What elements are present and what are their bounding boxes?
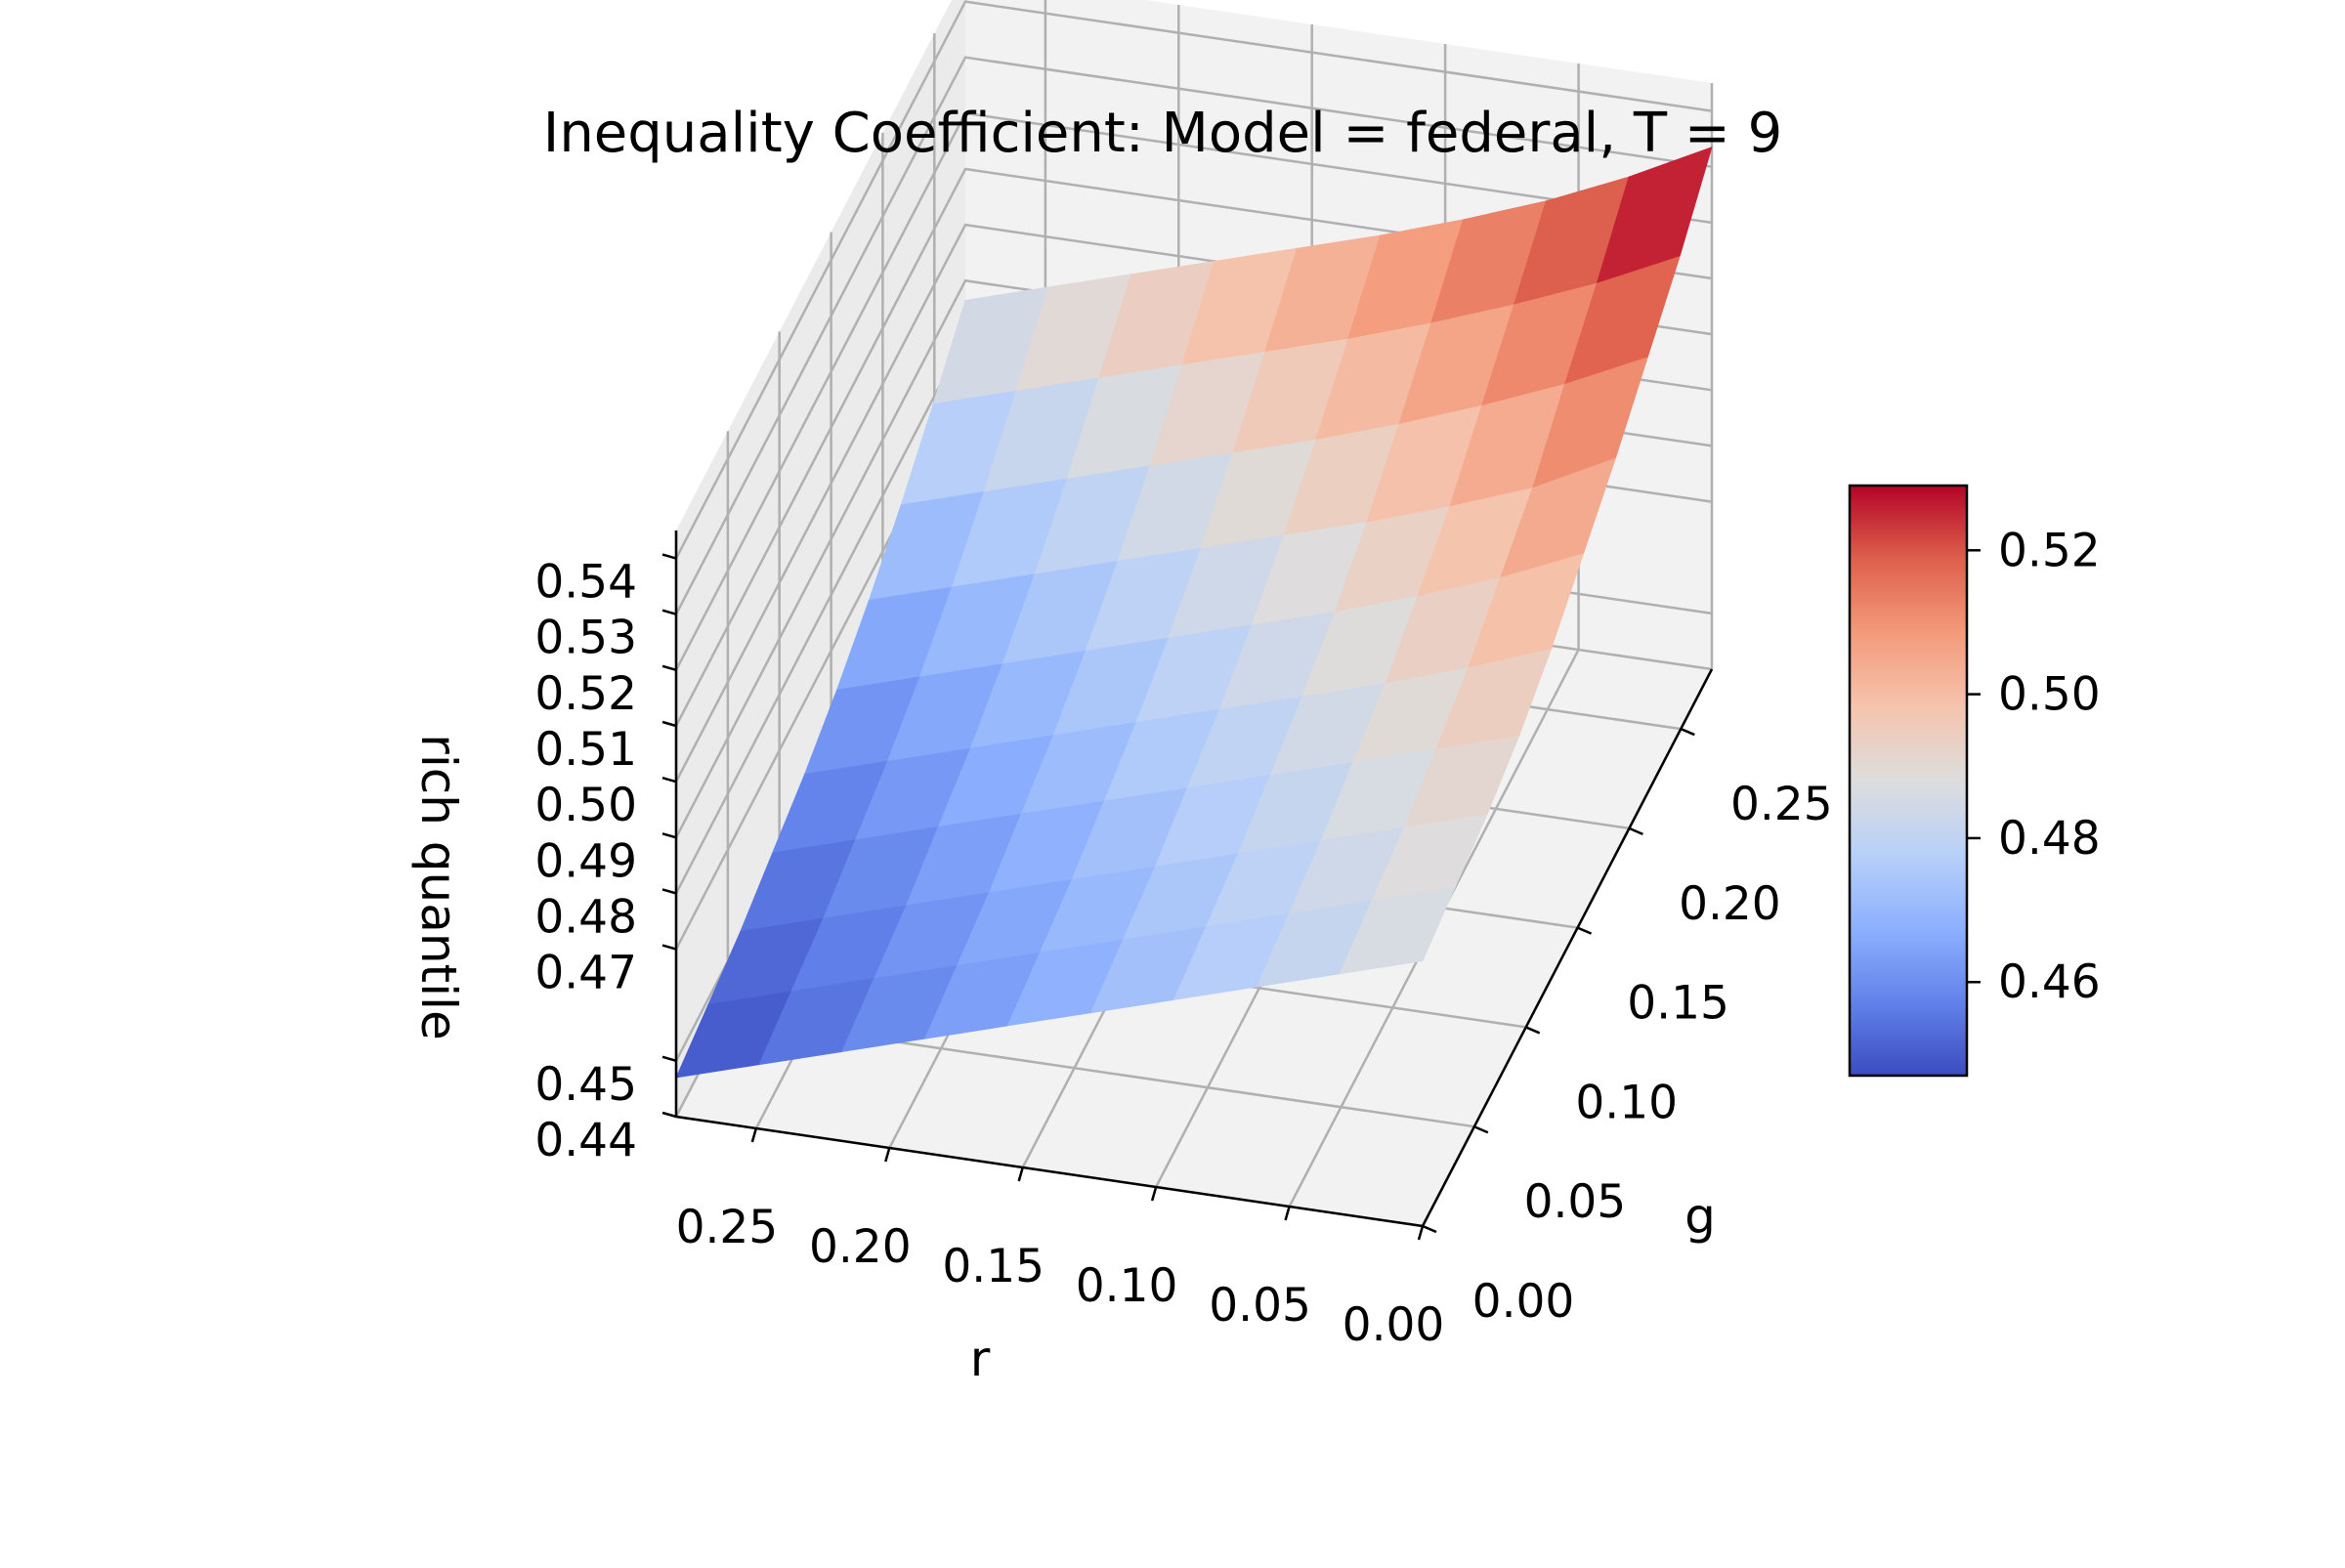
colorbar-tick-label: 0.48: [1998, 812, 2101, 866]
r-tick: [1417, 1225, 1425, 1241]
r-tick: [1150, 1186, 1158, 1202]
z-tick: [661, 609, 677, 615]
r-axis-line: [675, 1115, 1424, 1228]
g-tick-label: 0.25: [1730, 778, 1833, 831]
y-axis-label: g: [1684, 1188, 1716, 1245]
r-tick: [1017, 1166, 1024, 1182]
g-tick: [1680, 727, 1695, 737]
colorbar: 0.46 0.48 0.50 0.52: [1848, 484, 2101, 1078]
colorbar-tick-label: 0.50: [1998, 668, 2101, 722]
r-tick-label: 0.15: [942, 1240, 1045, 1293]
colorbar-ticks: 0.46 0.48 0.50 0.52: [1967, 524, 2101, 1009]
g-tick: [1577, 926, 1593, 935]
tick-labels: 0.25 0.20 0.15 0.10 0.05 0.00 0.00 0.05 0.10 0.15…: [534, 556, 1832, 1352]
z-gridline: [674, 111, 1713, 671]
z-tick-label: 0.54: [534, 556, 637, 610]
z-tick-label: 0.45: [534, 1058, 637, 1112]
z-tick: [661, 888, 677, 895]
z-axis-label: rich quantile: [410, 734, 467, 1039]
g-tick-label: 0.10: [1575, 1076, 1678, 1129]
z-tick: [661, 720, 677, 728]
g-tick: [1422, 1224, 1437, 1234]
r-tick-label: 0.25: [676, 1201, 779, 1254]
z-tick: [661, 832, 677, 839]
x-axis-label: r: [970, 1331, 991, 1387]
g-tick: [1628, 826, 1643, 836]
g-tick-label: 0.05: [1524, 1175, 1627, 1229]
z-tick: [661, 1111, 677, 1119]
z-tick-label: 0.49: [534, 834, 637, 888]
z-tick: [661, 1055, 677, 1063]
z-tick: [661, 776, 677, 784]
g-tick: [1473, 1125, 1489, 1134]
g-tick-label: 0.20: [1679, 877, 1781, 931]
colorbar-gradient: [1848, 484, 1969, 1078]
r-tick-label: 0.20: [809, 1220, 912, 1274]
colorbar-tick-label: 0.46: [1998, 955, 2101, 1009]
z-tick-label: 0.47: [534, 947, 637, 1000]
surface: [675, 147, 1713, 1079]
r-tick-label: 0.10: [1076, 1259, 1178, 1313]
r-tick: [1284, 1206, 1291, 1221]
surface-patch: [1339, 887, 1456, 975]
r-tick: [750, 1127, 758, 1143]
z-tick-label: 0.50: [534, 779, 637, 832]
g-tick: [1525, 1026, 1541, 1035]
z-gridline: [674, 56, 1713, 615]
z-tick-label: 0.51: [534, 723, 637, 777]
z-tick-label: 0.52: [534, 667, 637, 721]
z-tick: [661, 553, 677, 560]
r-tick-label: 0.00: [1343, 1298, 1445, 1352]
z-gridline: [674, 0, 1713, 560]
g-tick-label: 0.00: [1472, 1275, 1575, 1329]
z-tick-label: 0.44: [534, 1114, 637, 1167]
chart-title: Inequality Coefficient: Model = federal,…: [543, 102, 1782, 165]
z-tick: [661, 944, 677, 951]
g-tick-label: 0.15: [1627, 977, 1729, 1031]
r-tick: [884, 1147, 891, 1163]
g-axis-line: [1421, 668, 1714, 1227]
z-tick: [661, 664, 677, 672]
z-tick-label: 0.53: [534, 612, 637, 665]
z-tick-label: 0.48: [534, 890, 637, 944]
r-tick-label: 0.05: [1209, 1279, 1311, 1333]
axis-lines: [661, 530, 1714, 1241]
colorbar-tick-label: 0.52: [1998, 524, 2101, 577]
